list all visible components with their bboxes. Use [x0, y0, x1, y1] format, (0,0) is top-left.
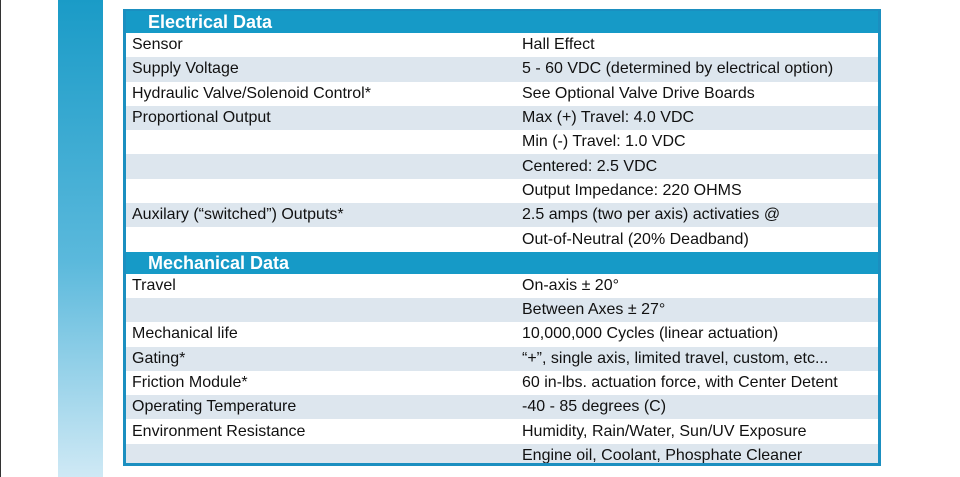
- spec-label: Mechanical life: [132, 325, 238, 343]
- spec-label: Travel: [132, 276, 176, 294]
- spec-value: “+”, single axis, limited travel, custom…: [522, 349, 829, 367]
- spec-value: Max (+) Travel: 4.0 VDC: [522, 109, 695, 127]
- spec-row: Between Axes ± 27°: [126, 297, 878, 323]
- spec-row: Gating* “+”, single axis, limited travel…: [126, 346, 878, 371]
- spec-row: Friction Module* 60 in-lbs. actuation fo…: [126, 371, 878, 395]
- spec-row: Min (-) Travel: 1.0 VDC: [126, 130, 878, 154]
- spec-row: Environment Resistance Humidity, Rain/Wa…: [126, 419, 878, 443]
- spec-row: Auxilary (“switched”) Outputs* 2.5 amps …: [126, 203, 878, 228]
- spec-value: 10,000,000 Cycles (linear actuation): [522, 325, 779, 343]
- spec-row: Centered: 2.5 VDC: [126, 154, 878, 179]
- spec-row: Mechanical life 10,000,000 Cycles (linea…: [126, 322, 878, 346]
- spec-row: Output Impedance: 220 OHMS: [126, 179, 878, 203]
- spec-row: Out-of-Neutral (20% Deadband): [126, 227, 878, 251]
- spec-value: 60 in-lbs. actuation force, with Center …: [522, 374, 838, 391]
- spec-label: Operating Temperature: [132, 398, 297, 416]
- spec-value: 5 - 60 VDC (determined by electrical opt…: [522, 60, 834, 78]
- page-left-border: [0, 0, 1, 477]
- spec-value: Hall Effect: [522, 36, 595, 54]
- spec-label: Friction Module*: [132, 374, 248, 391]
- spec-label: Environment Resistance: [132, 422, 306, 440]
- decorative-side-band: [58, 0, 103, 477]
- spec-table: Electrical Data Sensor Hall Effect Suppl…: [123, 9, 881, 466]
- spec-value: On-axis ± 20°: [522, 276, 619, 294]
- spec-row: Engine oil, Coolant, Phosphate Cleaner: [126, 443, 878, 464]
- spec-label: Gating*: [132, 349, 186, 367]
- spec-value: Between Axes ± 27°: [522, 301, 666, 319]
- spec-value: Engine oil, Coolant, Phosphate Cleaner: [522, 446, 803, 464]
- spec-value: Min (-) Travel: 1.0 VDC: [522, 133, 686, 151]
- spec-label: Supply Voltage: [132, 60, 239, 78]
- spec-value: Humidity, Rain/Water, Sun/UV Exposure: [522, 422, 807, 440]
- spec-row: Proportional Output Max (+) Travel: 4.0 …: [126, 105, 878, 131]
- spec-value: Out-of-Neutral (20% Deadband): [522, 230, 749, 248]
- spec-label: Sensor: [132, 36, 183, 54]
- spec-row: Operating Temperature -40 - 85 degrees (…: [126, 395, 878, 420]
- spec-value: Output Impedance: 220 OHMS: [522, 181, 742, 199]
- spec-value: 2.5 amps (two per axis) activaties @: [522, 206, 781, 224]
- electrical-data-header: Electrical Data: [126, 11, 878, 33]
- mechanical-data-header: Mechanical Data: [126, 251, 878, 274]
- spec-row: Hydraulic Valve/Solenoid Control* See Op…: [126, 82, 878, 106]
- spec-label: Auxilary (“switched”) Outputs*: [132, 206, 344, 224]
- spec-row: Supply Voltage 5 - 60 VDC (determined by…: [126, 57, 878, 82]
- spec-row: Travel On-axis ± 20°: [126, 274, 878, 298]
- spec-label: Hydraulic Valve/Solenoid Control*: [132, 84, 371, 102]
- spec-value: See Optional Valve Drive Boards: [522, 84, 755, 102]
- spec-value: Centered: 2.5 VDC: [522, 157, 658, 175]
- spec-row: Sensor Hall Effect: [126, 33, 878, 57]
- spec-label: Proportional Output: [132, 109, 271, 127]
- spec-value: -40 - 85 degrees (C): [522, 398, 667, 416]
